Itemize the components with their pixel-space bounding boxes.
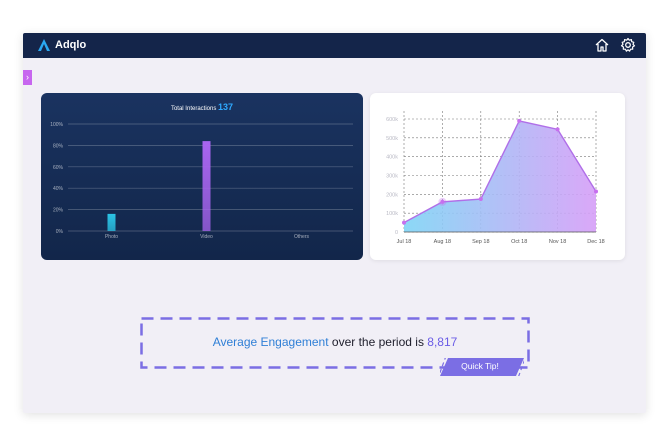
logo[interactable]: Adqlo: [37, 38, 86, 52]
quick-tip-box: Average Engagement over the period is 8,…: [140, 317, 530, 369]
y-tick-label: 400k: [386, 155, 398, 161]
x-tick-label: Nov 18: [549, 239, 566, 245]
dashed-border: [140, 317, 530, 369]
interactions-chart-card: Total Interactions 137 0% 20% 40% 60% 80% 100…: [41, 93, 363, 260]
y-tick-label: 40%: [53, 186, 64, 192]
sidebar-toggle-button[interactable]: ›: [23, 70, 32, 85]
y-tick-label: 100%: [50, 122, 63, 128]
area-fill: [404, 120, 596, 232]
app-name: Adqlo: [55, 39, 87, 51]
area-chart: 0 100k 200k 300k 400k 500k 600k Jul 18 Aug 18 Sep…: [386, 111, 605, 245]
chevron-right-icon: ›: [26, 72, 29, 82]
x-tick-label: Photo: [105, 234, 118, 240]
y-tick-label: 100k: [386, 211, 398, 217]
y-tick-label: 80%: [53, 143, 64, 149]
home-icon[interactable]: [594, 37, 610, 53]
data-point: [517, 118, 522, 123]
data-point-highlight: [438, 197, 447, 206]
chart-title: Total Interactions 137: [41, 102, 363, 112]
data-point: [402, 220, 406, 225]
y-tick-label: 600k: [386, 117, 398, 123]
logo-icon: [38, 39, 50, 51]
chart-title-label: Total Interactions: [170, 106, 217, 112]
tip-middle: over the period is: [328, 335, 428, 349]
bar-chart: 0% 20% 40% 60% 80% 100% Photo Video Others: [50, 122, 353, 240]
y-tick-label: 0%: [56, 229, 64, 235]
data-point: [594, 189, 598, 194]
data-point: [440, 199, 445, 204]
trend-chart-card: 0 100k 200k 300k 400k 500k 600k Jul 18 Aug 18 Sep…: [370, 93, 625, 260]
x-tick-label: Oct 18: [511, 239, 527, 245]
x-tick-label: Jul 18: [397, 239, 412, 245]
settings-icon[interactable]: [620, 37, 636, 53]
y-tick-label: 200k: [386, 192, 398, 198]
quick-tip-badge: [440, 358, 524, 376]
tip-value: 8,817: [427, 335, 458, 349]
series-line: [403, 120, 597, 224]
y-tick-label: 60%: [53, 165, 64, 171]
tip-text: Average Engagement over the period is 8,…: [140, 335, 530, 349]
x-tick-label: Others: [294, 234, 310, 240]
tip-highlight: Average Engagement: [212, 335, 329, 349]
y-tick-label: 300k: [386, 174, 398, 180]
x-tick-label: Dec 18: [587, 239, 604, 245]
y-tick-label: 0: [395, 230, 398, 236]
x-tick-label: Aug 18: [434, 239, 451, 245]
bar-photo: [107, 213, 116, 231]
data-point: [478, 197, 483, 202]
y-tick-label: 500k: [386, 136, 398, 142]
x-tick-label: Sep 18: [472, 239, 489, 245]
chart-title-value: 137: [218, 102, 234, 112]
data-point: [555, 127, 560, 132]
bar-video: [202, 141, 211, 231]
y-tick-label: 20%: [53, 208, 64, 214]
x-tick-label: Video: [200, 234, 213, 240]
quick-tip-label: Quick Tip!: [461, 361, 499, 371]
app-window: Adqlo › Total Interactions 137 0% 20% 40% 6…: [23, 33, 646, 413]
top-bar: Adqlo: [23, 33, 646, 58]
